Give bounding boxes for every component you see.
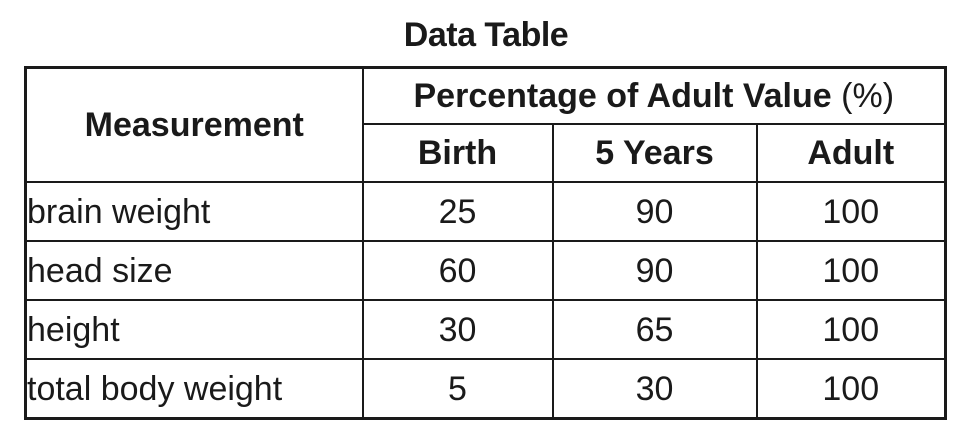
header-col-birth: Birth [361, 123, 554, 183]
table-row: head size 60 90 100 [24, 240, 947, 301]
table-row: height 30 65 100 [24, 299, 947, 360]
header-col-5-years: 5 Years [551, 123, 758, 183]
header-percentage-group: Percentage of Adult Value (%) [361, 66, 947, 125]
cell-birth: 5 [361, 358, 554, 420]
cell-adult: 100 [755, 358, 947, 420]
header-row-group: Measurement Percentage of Adult Value (%… [24, 66, 947, 183]
header-col-adult: Adult [755, 123, 947, 183]
cell-adult: 100 [755, 299, 947, 360]
header-group-unit: (%) [841, 77, 895, 115]
row-label: height [24, 299, 364, 360]
cell-adult: 100 [755, 240, 947, 301]
cell-5-years: 90 [551, 181, 758, 242]
cell-birth: 25 [361, 181, 554, 242]
header-group-label: Percentage of Adult Value [413, 77, 832, 115]
cell-5-years: 30 [551, 358, 758, 420]
header-row-columns: Birth 5 Years Adult [26, 123, 947, 183]
row-label: brain weight [24, 181, 364, 242]
cell-adult: 100 [755, 181, 947, 242]
table-row: brain weight 25 90 100 [24, 181, 947, 242]
header-measurement: Measurement [24, 66, 364, 183]
cell-birth: 30 [361, 299, 554, 360]
cell-5-years: 65 [551, 299, 758, 360]
cell-5-years: 90 [551, 240, 758, 301]
cell-birth: 60 [361, 240, 554, 301]
table-title: Data Table [403, 16, 569, 54]
data-table: Measurement Percentage of Adult Value (%… [24, 66, 948, 420]
row-label: head size [24, 240, 364, 301]
table-row: total body weight 5 30 100 [24, 358, 947, 420]
row-label: total body weight [24, 358, 364, 420]
